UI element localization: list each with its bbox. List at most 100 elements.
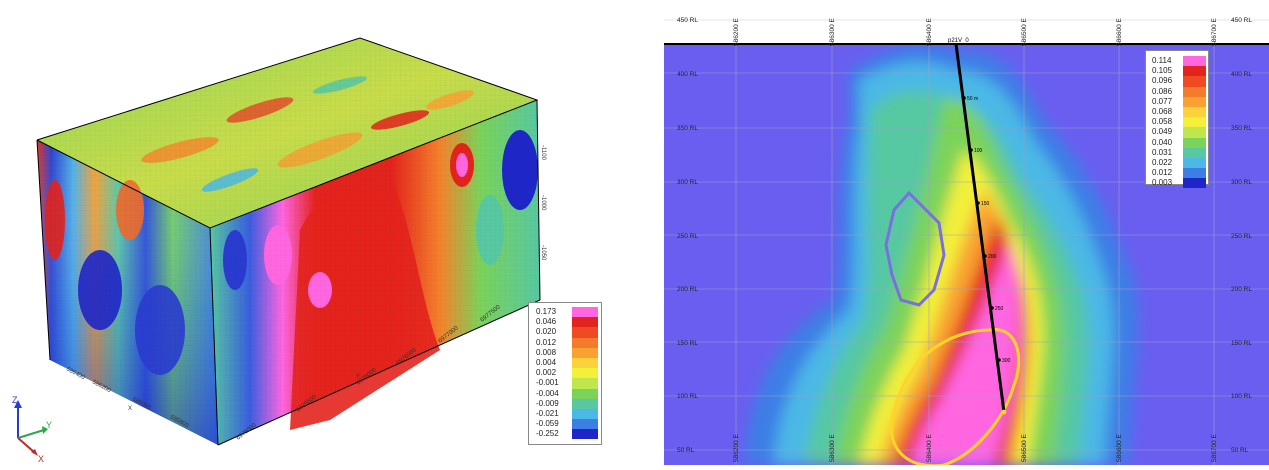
legend-swatch — [572, 419, 598, 430]
drillhole-name: p21V_0 — [948, 38, 969, 44]
easting-top: 586600 E — [1116, 18, 1123, 46]
rl-right: 150 RL — [1231, 340, 1252, 347]
legend-swatch — [1183, 137, 1206, 148]
legend-value: 0.020 — [536, 327, 557, 337]
easting-bottom: 586500 E — [1021, 434, 1028, 462]
legend-swatch — [572, 378, 598, 389]
section-gridlines — [664, 44, 1269, 465]
legend-value: 0.114 — [1152, 56, 1172, 66]
legend-entry: 0.105 — [1148, 66, 1206, 77]
legend-entry: 0.077 — [1148, 96, 1206, 107]
rl-right: 300 RL — [1231, 179, 1252, 186]
legend-swatch — [1183, 86, 1206, 97]
rl-right-labels: 450 RL 400 RL 350 RL 300 RL 250 RL 200 R… — [1231, 17, 1252, 454]
legend-value: 0.105 — [1152, 66, 1173, 76]
legend-swatch — [1183, 117, 1206, 128]
block-edges — [36, 37, 541, 446]
rl-left: 300 RL — [677, 179, 698, 186]
legend-swatch — [572, 368, 598, 379]
legend-value: 0.031 — [1152, 147, 1173, 157]
drillhole-depth: 250 — [995, 306, 1004, 312]
legend-entry: -0.059 — [532, 419, 598, 430]
rl-right: 50 RL — [1231, 447, 1249, 454]
legend-value: -0.059 — [536, 419, 559, 429]
triad-x-label: X — [38, 454, 44, 464]
triad-y-label: Y — [46, 420, 52, 430]
rl-left: 400 RL — [677, 71, 698, 78]
cross-section-panel: p21V_0 50 m 100 150 200 250 300 586200 E… — [664, 0, 1269, 468]
legend-swatch — [1183, 178, 1206, 189]
legend-swatch — [1183, 157, 1206, 169]
legend-swatch — [1183, 127, 1206, 138]
legend-value: 0.012 — [536, 337, 557, 347]
legend-value: 0.077 — [1152, 96, 1173, 106]
legend-swatch — [1183, 96, 1206, 107]
legend-swatch — [572, 388, 598, 399]
legend-entry: 0.173 — [532, 307, 598, 318]
z-tick: -1050 — [540, 245, 546, 261]
legend-swatch — [1183, 66, 1206, 77]
rl-left: 50 RL — [677, 447, 695, 454]
legend-entry: 0.086 — [1148, 86, 1206, 97]
easting-top: 586400 E — [926, 18, 933, 46]
rl-left: 350 RL — [677, 125, 698, 132]
x-axis-label: X — [128, 406, 132, 412]
easting-bottom-labels: 586200 E 586300 E 586400 E 586500 E 5866… — [733, 434, 1218, 462]
legend-entry: 0.031 — [1148, 147, 1206, 158]
legend-swatch — [572, 398, 598, 409]
rl-right: 450 RL — [1231, 17, 1252, 24]
z-tick: -1000 — [540, 195, 546, 211]
right-color-legend: 0.114 0.105 0.096 0.086 0.077 0.068 0.058 0.049… — [1145, 50, 1209, 189]
legend-value: 0.004 — [536, 358, 557, 368]
easting-bottom: 586700 E — [1211, 434, 1218, 462]
legend-swatch — [572, 327, 598, 338]
legend-value: 0.022 — [1152, 157, 1173, 167]
legend-value: 0.002 — [536, 368, 557, 378]
easting-top: 586300 E — [829, 18, 836, 46]
easting-bottom: 586400 E — [926, 434, 933, 462]
legend-value: 0.046 — [536, 317, 557, 327]
legend-swatch — [1183, 76, 1206, 87]
legend-value: -0.001 — [536, 378, 559, 388]
easting-top: 586200 E — [733, 18, 740, 46]
legend-value: 0.068 — [1152, 107, 1173, 117]
easting-bottom: 586300 E — [829, 434, 836, 462]
legend-value: -0.252 — [536, 429, 559, 439]
block-model-3d-panel: 6975000 6975500 6976000 6976500 6977000 … — [0, 0, 640, 465]
legend-value: 0.008 — [536, 347, 557, 357]
drillhole-depth: 300 — [1002, 358, 1011, 364]
yellow-domain-outline — [890, 328, 1021, 468]
legend-entry: 0.040 — [1148, 137, 1206, 148]
legend-swatch — [1183, 147, 1206, 158]
legend-entry: 0.020 — [532, 327, 598, 338]
drillhole-depth: 50 m — [967, 96, 978, 102]
legend-swatch — [572, 408, 598, 420]
rl-left: 250 RL — [677, 233, 698, 240]
legend-swatch — [572, 317, 598, 328]
block-model-3d-view: 6975000 6975500 6976000 6976500 6977000 … — [12, 37, 546, 464]
left-color-legend: 0.173 0.046 0.020 0.012 0.008 0.004 0.002 -0.00… — [528, 302, 602, 445]
legend-entry: -0.009 — [532, 398, 598, 409]
legend-entry: 0.002 — [532, 368, 598, 379]
z-axis-ticks: -1100 -1000 -1050 — [540, 145, 546, 261]
easting-top-labels: 586200 E 586300 E 586400 E 586500 E 5866… — [733, 18, 1218, 46]
rl-right: 250 RL — [1231, 233, 1252, 240]
legend-value: 0.003 — [1152, 178, 1173, 188]
rl-right: 100 RL — [1231, 393, 1252, 400]
purple-domain-outline — [884, 190, 946, 307]
legend-swatch — [572, 347, 598, 358]
rl-right: 400 RL — [1231, 71, 1252, 78]
legend-entry: 0.058 — [1148, 117, 1206, 128]
legend-entry: 0.096 — [1148, 76, 1206, 87]
legend-entry: 0.068 — [1148, 106, 1206, 118]
legend-entry: -0.001 — [532, 378, 598, 389]
legend-swatch — [1183, 56, 1206, 67]
orientation-triad: Z Y X — [12, 395, 52, 464]
legend-value: 0.049 — [1152, 127, 1173, 137]
legend-value: 0.086 — [1152, 86, 1173, 96]
drillhole-depth: 200 — [988, 254, 997, 260]
y-axis-label: Y — [356, 374, 360, 380]
legend-swatch — [1183, 168, 1206, 179]
legend-entry: 0.049 — [1148, 127, 1206, 138]
drillhole: p21V_0 50 m 100 150 200 250 300 — [948, 38, 1011, 415]
